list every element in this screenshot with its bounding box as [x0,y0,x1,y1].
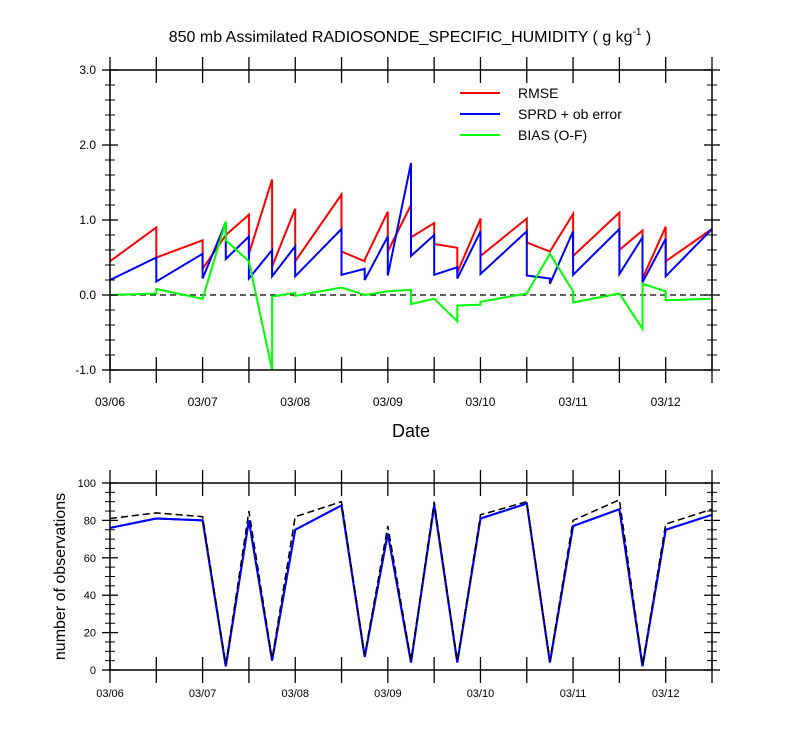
top-ytick-label: -1.0 [75,363,96,377]
top-xlabel: Date [392,421,430,441]
bottom-xtick-label: 03/10 [467,688,495,700]
bottom-xtick-label: 03/09 [374,688,402,700]
top-series-line-2 [109,221,713,371]
bottom-ytick-label: 20 [84,628,96,640]
legend-label-1: SPRD + ob error [518,106,622,122]
chart-title-end: ) [641,29,651,46]
top-xtick-label: 03/09 [373,395,403,409]
top-xtick-label: 03/12 [651,395,681,409]
chart-title: 850 mb Assimilated RADIOSONDE_SPECIFIC_H… [169,27,652,46]
legend-label-2: BIAS (O-F) [518,127,587,143]
top-xtick-label: 03/11 [559,395,588,409]
top-ytick-label: 1.0 [79,213,96,227]
top-xtick-label: 03/06 [95,395,125,409]
top-xtick-label: 03/07 [188,395,218,409]
top-xtick-label: 03/10 [465,395,495,409]
chart-title-superscript: -1 [633,27,642,38]
bottom-xtick-label: 03/08 [281,688,309,700]
top-xtick-label: 03/08 [280,395,310,409]
bottom-xtick-label: 03/07 [189,688,217,700]
bottom-ytick-label: 0 [90,665,96,677]
top-ytick-label: 3.0 [79,63,96,77]
legend-label-0: RMSE [518,85,558,101]
bottom-ytick-label: 40 [84,590,96,602]
bottom-xtick-label: 03/12 [652,688,680,700]
top-ytick-label: 2.0 [79,138,96,152]
chart-title-main: 850 mb Assimilated RADIOSONDE_SPECIFIC_H… [169,29,633,46]
bottom-ytick-label: 100 [78,478,96,490]
top-series-line-1 [109,162,713,285]
top-panel: -1.0 0.0 1.0 2.0 3.0 03/06 03/07 03/08 03/09 03/1… [75,57,720,441]
bottom-panel: 0 20 40 60 80 100 03/06 03/07 03/08 03/09 03/10 03/… [52,470,720,700]
bottom-ytick-label: 60 [84,553,96,565]
bottom-plot-frame [109,482,713,671]
bottom-xtick-label: 03/11 [560,688,587,700]
bottom-xtick-label: 03/06 [96,688,124,700]
bottom-ytick-label: 80 [84,515,96,527]
bottom-series-line-1-overlay [109,498,713,665]
top-ytick-label: 0.0 [79,288,96,302]
bottom-ylabel: number of observations [52,493,69,660]
bottom-series-line-0-overlay [109,502,713,667]
